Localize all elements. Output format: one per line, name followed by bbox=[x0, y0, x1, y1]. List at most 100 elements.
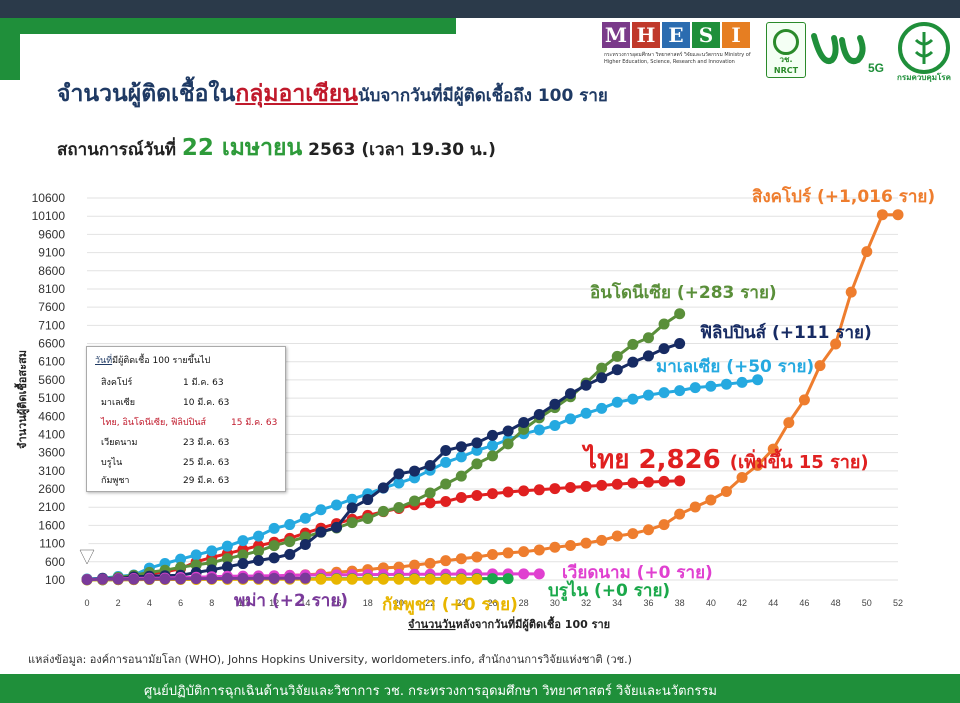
data-point bbox=[487, 429, 498, 441]
x-tick-label: 4 bbox=[147, 598, 152, 608]
subtitle-date: 22 เมษายน bbox=[181, 135, 303, 161]
data-point bbox=[268, 552, 280, 564]
data-point bbox=[549, 398, 561, 410]
y-tick-label: 8100 bbox=[38, 282, 65, 296]
data-point bbox=[564, 388, 576, 400]
thailand-increase: (เพิ่มขึ้น 15 ราย) bbox=[730, 448, 869, 473]
data-point bbox=[393, 468, 405, 480]
data-point bbox=[705, 380, 717, 392]
data-point bbox=[299, 512, 311, 524]
data-point bbox=[642, 389, 654, 401]
x-tick-label: 22 bbox=[425, 598, 435, 608]
y-tick-label: 7600 bbox=[38, 300, 65, 314]
x-axis-label: จำนวนวันหลังจากวันที่มีผู้ติดเชื้อ 100 ร… bbox=[408, 616, 610, 632]
y-tick-label: 3600 bbox=[38, 446, 65, 460]
infobox-row-date: 10 มี.ค. 63 bbox=[183, 398, 230, 408]
data-point bbox=[237, 572, 249, 584]
mhesi-letter: S bbox=[692, 22, 720, 48]
infobox-row-date: 15 มี.ค. 63 bbox=[231, 418, 278, 428]
data-point bbox=[112, 573, 124, 585]
data-point bbox=[611, 478, 623, 490]
data-point bbox=[377, 505, 389, 517]
data-point bbox=[190, 573, 202, 585]
data-point bbox=[533, 484, 545, 496]
data-point bbox=[487, 450, 498, 462]
data-point bbox=[315, 573, 327, 585]
left-green-frame bbox=[0, 18, 20, 80]
data-point bbox=[299, 531, 311, 543]
situation-date: สถานการณ์วันที่ 22 เมษายน 2563 (เวลา 19.… bbox=[57, 130, 496, 166]
data-point bbox=[892, 209, 904, 221]
top-dark-bar bbox=[0, 0, 960, 18]
data-point bbox=[502, 438, 514, 450]
data-point bbox=[674, 338, 686, 350]
x-tick-label: 52 bbox=[893, 598, 903, 608]
data-point bbox=[814, 360, 826, 372]
x-tick-label: 50 bbox=[862, 598, 872, 608]
moph-logo: กรมควบคุมโรค bbox=[897, 22, 951, 82]
x-tick-label: 48 bbox=[831, 598, 841, 608]
data-point bbox=[284, 536, 296, 548]
infobox-header: วันที่มีผู้ติดเชื้อ 100 รายขึ้นไป bbox=[95, 353, 210, 367]
y-tick-label: 3100 bbox=[38, 464, 65, 478]
data-point bbox=[221, 561, 233, 573]
y-axis-label: จำนวนผู้ติดเชื้อสะสม bbox=[14, 350, 30, 449]
series-label: ฟิลิปปินส์ (+111 ราย) bbox=[700, 322, 872, 343]
data-point bbox=[299, 572, 311, 584]
data-point bbox=[627, 356, 639, 368]
data-point bbox=[580, 379, 592, 391]
series-label: อินโดนีเซีย (+283 ราย) bbox=[590, 282, 777, 303]
footer-text: ศูนย์ปฏิบัติการฉุกเฉินด้านวิจัยและวิชากา… bbox=[144, 684, 717, 699]
data-point bbox=[206, 573, 218, 585]
mhesi-logo: M H E S I bbox=[602, 22, 750, 48]
data-point bbox=[362, 494, 374, 506]
data-point bbox=[331, 521, 343, 533]
x-tick-label: 18 bbox=[363, 598, 373, 608]
x-tick-label: 26 bbox=[487, 598, 497, 608]
x-tick-label: 8 bbox=[209, 598, 214, 608]
mhesi-letter: I bbox=[722, 22, 750, 48]
data-point bbox=[487, 440, 498, 452]
x-tick-label: 36 bbox=[643, 598, 653, 608]
data-point bbox=[487, 548, 498, 560]
data-point bbox=[471, 573, 483, 585]
data-point bbox=[518, 417, 530, 429]
data-point bbox=[409, 559, 421, 571]
data-point bbox=[533, 544, 545, 556]
data-point bbox=[393, 477, 405, 489]
data-point bbox=[455, 553, 467, 565]
series-label-thailand: ไทย 2,826 (เพิ่มขึ้น 15 ราย) bbox=[581, 443, 869, 475]
data-point bbox=[549, 420, 561, 432]
y-tick-label: 600 bbox=[45, 555, 65, 569]
data-point bbox=[502, 573, 514, 585]
data-point bbox=[642, 524, 654, 536]
x-tick-label: 44 bbox=[768, 598, 778, 608]
data-point bbox=[409, 573, 421, 585]
data-point bbox=[798, 394, 810, 406]
data-point bbox=[876, 209, 888, 221]
infobox-row-name: กัมพูชา bbox=[101, 476, 130, 486]
data-point bbox=[783, 417, 795, 429]
x-tick-label: 28 bbox=[519, 598, 529, 608]
x-tick-label: 40 bbox=[706, 598, 716, 608]
data-point bbox=[268, 522, 280, 534]
data-point bbox=[549, 541, 561, 553]
y-tick-label: 9600 bbox=[38, 227, 65, 241]
data-point bbox=[346, 573, 358, 585]
data-point bbox=[331, 573, 343, 585]
data-point bbox=[253, 572, 265, 584]
data-point bbox=[268, 572, 280, 584]
data-point bbox=[440, 555, 452, 567]
data-point bbox=[533, 409, 545, 421]
data-point bbox=[440, 495, 452, 507]
data-point bbox=[720, 378, 732, 390]
data-point bbox=[424, 573, 436, 585]
data-point bbox=[346, 502, 358, 514]
data-point bbox=[455, 573, 467, 585]
infobox-row-date: 25 มี.ค. 63 bbox=[183, 458, 230, 468]
data-point bbox=[752, 459, 764, 471]
data-point bbox=[409, 495, 421, 507]
x-tick-label: 6 bbox=[178, 598, 183, 608]
data-point bbox=[658, 475, 670, 487]
data-point bbox=[627, 393, 639, 405]
